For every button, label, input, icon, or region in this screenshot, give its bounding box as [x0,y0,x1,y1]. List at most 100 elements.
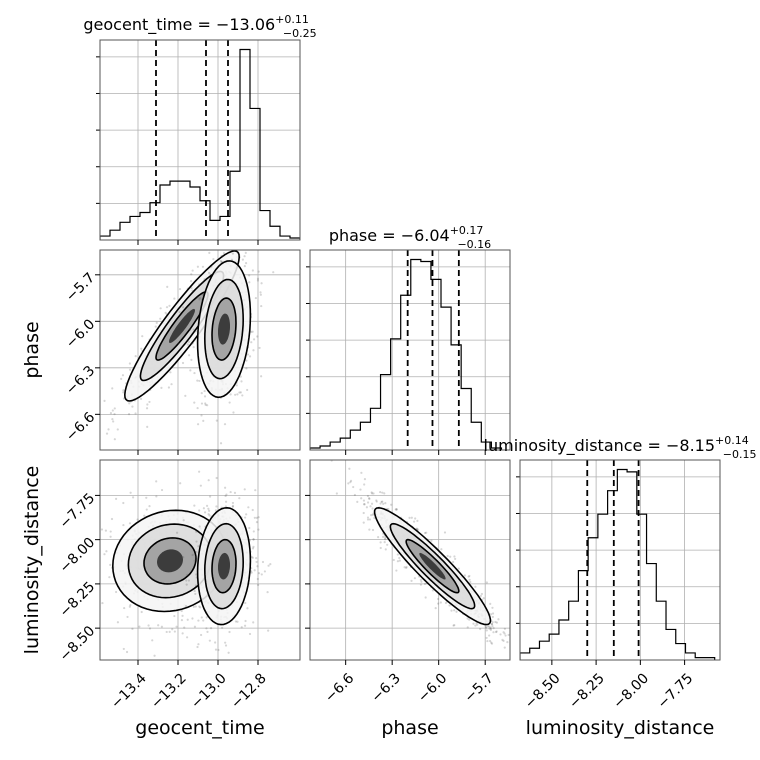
sample-point [157,624,160,627]
sample-point [479,594,482,597]
sample-point [398,556,401,560]
sample-point [194,330,197,333]
sample-point [467,575,470,578]
sample-point [109,563,112,567]
sample-point [199,296,202,300]
sample-point [410,579,413,582]
y-tick-label: −8.25 [57,579,99,621]
sample-point [370,513,373,517]
sample-point [443,531,447,534]
sample-point [253,516,256,519]
sample-point [516,633,518,635]
sample-point [349,479,353,482]
sample-point [353,493,356,497]
sample-point [222,251,226,255]
sample-point [88,574,90,576]
sample-point [91,449,93,451]
sample-point [236,233,238,235]
sample-point [244,251,247,255]
sample-point [485,636,488,640]
sample-point [224,644,228,647]
sample-point [488,625,491,628]
x-tick-label: −8.50 [522,670,564,712]
sample-point [232,411,235,414]
sample-point [453,609,456,612]
sample-point [131,627,134,630]
sample-point [122,501,125,505]
sample-point [232,238,234,240]
sample-point [383,492,386,495]
sample-point [395,569,398,572]
sample-point [183,626,186,629]
sample-point [315,430,317,432]
sample-point [347,482,350,485]
sample-point [204,403,207,406]
sample-point [250,330,253,333]
y-tick-label: −8.00 [57,535,99,577]
sample-point [416,519,419,522]
sample-point [266,591,269,594]
sample-point [122,647,125,651]
sample-point [201,265,205,268]
sample-point [202,281,205,284]
sample-point [180,609,183,613]
sample-point [244,601,247,605]
sample-point [231,252,234,255]
y-axis-label-phase: phase [21,321,43,378]
sample-point [148,627,152,630]
sample-point [259,291,262,294]
sample-point [131,405,134,408]
sample-point [169,371,172,374]
sample-point [387,507,390,511]
sample-point [485,581,488,584]
sample-point [250,211,252,213]
sample-point [439,601,442,604]
sample-point [205,627,208,630]
sample-point [491,606,494,609]
sample-point [475,622,478,625]
sample-point [494,630,498,634]
sample-point [255,556,258,560]
sample-point [514,645,516,647]
contour-level [218,552,230,580]
sample-point [189,328,192,331]
sample-point [160,488,164,492]
sample-point [203,278,206,281]
sample-point [231,501,235,505]
sample-point [377,536,380,539]
sample-point [94,581,96,583]
histogram-phase [310,258,503,450]
sample-point [256,565,259,568]
sample-point [182,556,185,559]
sample-point [368,497,371,500]
sample-point [371,513,375,516]
samples [88,470,272,657]
sample-point [431,589,434,592]
sample-point [423,582,427,586]
sample-point [238,254,241,257]
sample-point [490,622,494,626]
sample-point [209,627,213,630]
sample-point [113,407,116,410]
sample-point [501,638,504,641]
sample-point [513,652,515,654]
sample-point [379,490,382,494]
sample-point [173,614,176,618]
sample-point [132,496,135,499]
sample-point [491,615,494,619]
x-tick-label: −6.6 [322,670,357,705]
sample-point [417,528,420,531]
sample-point [362,499,366,502]
sample-point [448,604,451,607]
sample-point [234,246,236,248]
sample-point [380,500,383,504]
sample-point [206,404,209,407]
sample-point [196,406,199,410]
sample-point [238,391,241,394]
sample-point [224,486,227,489]
sample-point [185,583,188,586]
sample-point [200,414,203,417]
sample-point [243,624,247,627]
sample-point [257,270,260,273]
sample-point [452,624,455,627]
